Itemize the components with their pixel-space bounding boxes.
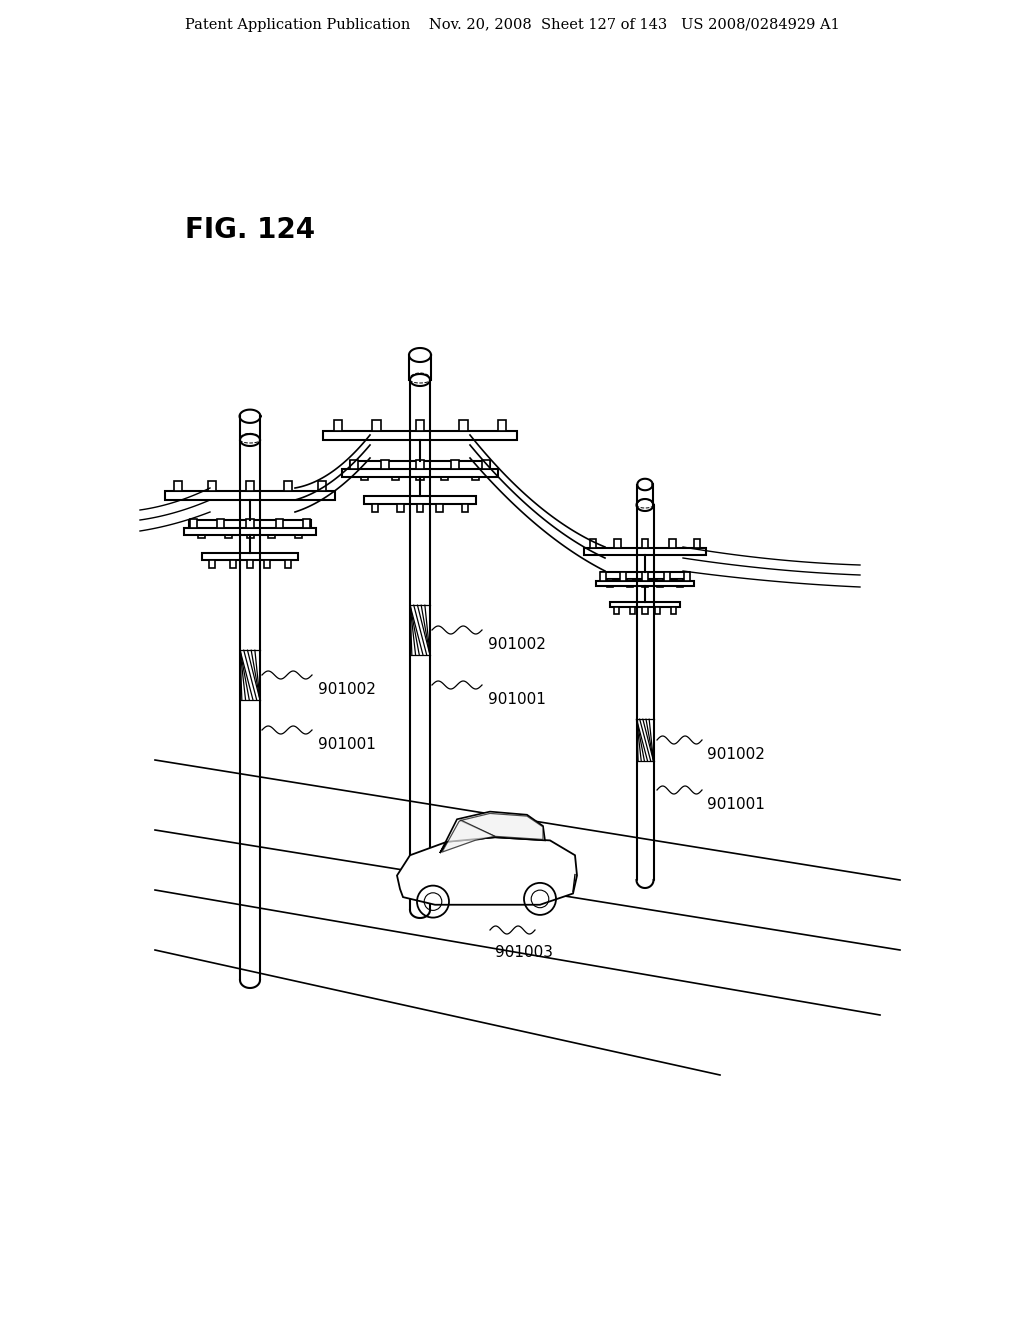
Bar bbox=[600, 573, 606, 581]
Bar bbox=[296, 529, 302, 539]
Bar bbox=[671, 607, 676, 614]
Bar bbox=[364, 496, 476, 504]
Bar bbox=[627, 578, 633, 586]
Bar bbox=[225, 529, 232, 539]
Bar bbox=[642, 540, 648, 548]
Bar bbox=[285, 480, 292, 491]
Bar bbox=[246, 480, 254, 491]
Text: 901001: 901001 bbox=[488, 692, 546, 708]
Bar bbox=[381, 459, 389, 470]
Bar bbox=[462, 504, 468, 512]
Bar bbox=[397, 504, 403, 512]
Bar bbox=[416, 459, 424, 470]
Polygon shape bbox=[442, 820, 495, 853]
Bar bbox=[276, 519, 284, 528]
Bar bbox=[669, 540, 676, 548]
Bar bbox=[584, 548, 707, 554]
Bar bbox=[190, 519, 198, 528]
Bar bbox=[184, 528, 316, 535]
Bar bbox=[684, 573, 690, 581]
Bar bbox=[654, 607, 660, 614]
Bar bbox=[230, 560, 237, 568]
Bar bbox=[188, 520, 311, 529]
Bar bbox=[642, 578, 648, 586]
Bar bbox=[436, 504, 443, 512]
Bar bbox=[263, 560, 269, 568]
Bar bbox=[630, 607, 635, 614]
Bar bbox=[324, 430, 516, 440]
Bar bbox=[642, 573, 648, 581]
Bar bbox=[360, 470, 368, 480]
Text: 901001: 901001 bbox=[318, 737, 376, 752]
Bar bbox=[590, 540, 596, 548]
Bar bbox=[417, 504, 423, 512]
Text: 901002: 901002 bbox=[318, 682, 376, 697]
Bar bbox=[472, 470, 479, 480]
Bar bbox=[217, 519, 224, 528]
Bar bbox=[247, 560, 253, 568]
Bar bbox=[417, 470, 424, 480]
Text: FIG. 124: FIG. 124 bbox=[185, 216, 315, 244]
Bar bbox=[372, 504, 379, 512]
Bar bbox=[452, 459, 459, 470]
Bar bbox=[318, 480, 327, 491]
Bar bbox=[208, 480, 216, 491]
Bar bbox=[609, 602, 680, 607]
Bar bbox=[174, 480, 181, 491]
Bar bbox=[607, 578, 612, 586]
Bar bbox=[285, 560, 291, 568]
Bar bbox=[482, 459, 490, 470]
Bar bbox=[350, 459, 357, 470]
Bar bbox=[392, 470, 399, 480]
Bar bbox=[601, 572, 689, 578]
Bar bbox=[440, 470, 449, 480]
Bar bbox=[614, 540, 621, 548]
Bar bbox=[693, 540, 700, 548]
Bar bbox=[664, 573, 671, 581]
Bar bbox=[498, 420, 506, 430]
Bar bbox=[198, 529, 205, 539]
Bar bbox=[203, 553, 298, 560]
Bar bbox=[642, 607, 648, 614]
Bar bbox=[247, 519, 254, 528]
Text: 901003: 901003 bbox=[495, 945, 553, 960]
Bar bbox=[677, 578, 683, 586]
Bar bbox=[302, 519, 309, 528]
Bar bbox=[350, 461, 489, 470]
Bar bbox=[460, 420, 468, 430]
Text: 901002: 901002 bbox=[707, 747, 765, 762]
Bar bbox=[342, 470, 498, 477]
Polygon shape bbox=[397, 837, 577, 904]
Bar bbox=[620, 573, 626, 581]
Bar bbox=[373, 420, 381, 430]
Bar bbox=[614, 607, 620, 614]
Bar bbox=[247, 529, 254, 539]
Text: 901001: 901001 bbox=[707, 797, 765, 812]
Text: 901002: 901002 bbox=[488, 638, 546, 652]
Bar bbox=[416, 420, 424, 430]
Bar bbox=[657, 578, 664, 586]
Polygon shape bbox=[460, 813, 543, 840]
Bar bbox=[268, 529, 274, 539]
Bar bbox=[334, 420, 342, 430]
Bar bbox=[165, 491, 335, 500]
Bar bbox=[596, 581, 694, 586]
Bar bbox=[209, 560, 215, 568]
Polygon shape bbox=[440, 812, 545, 853]
Text: Patent Application Publication    Nov. 20, 2008  Sheet 127 of 143   US 2008/0284: Patent Application Publication Nov. 20, … bbox=[184, 18, 840, 32]
